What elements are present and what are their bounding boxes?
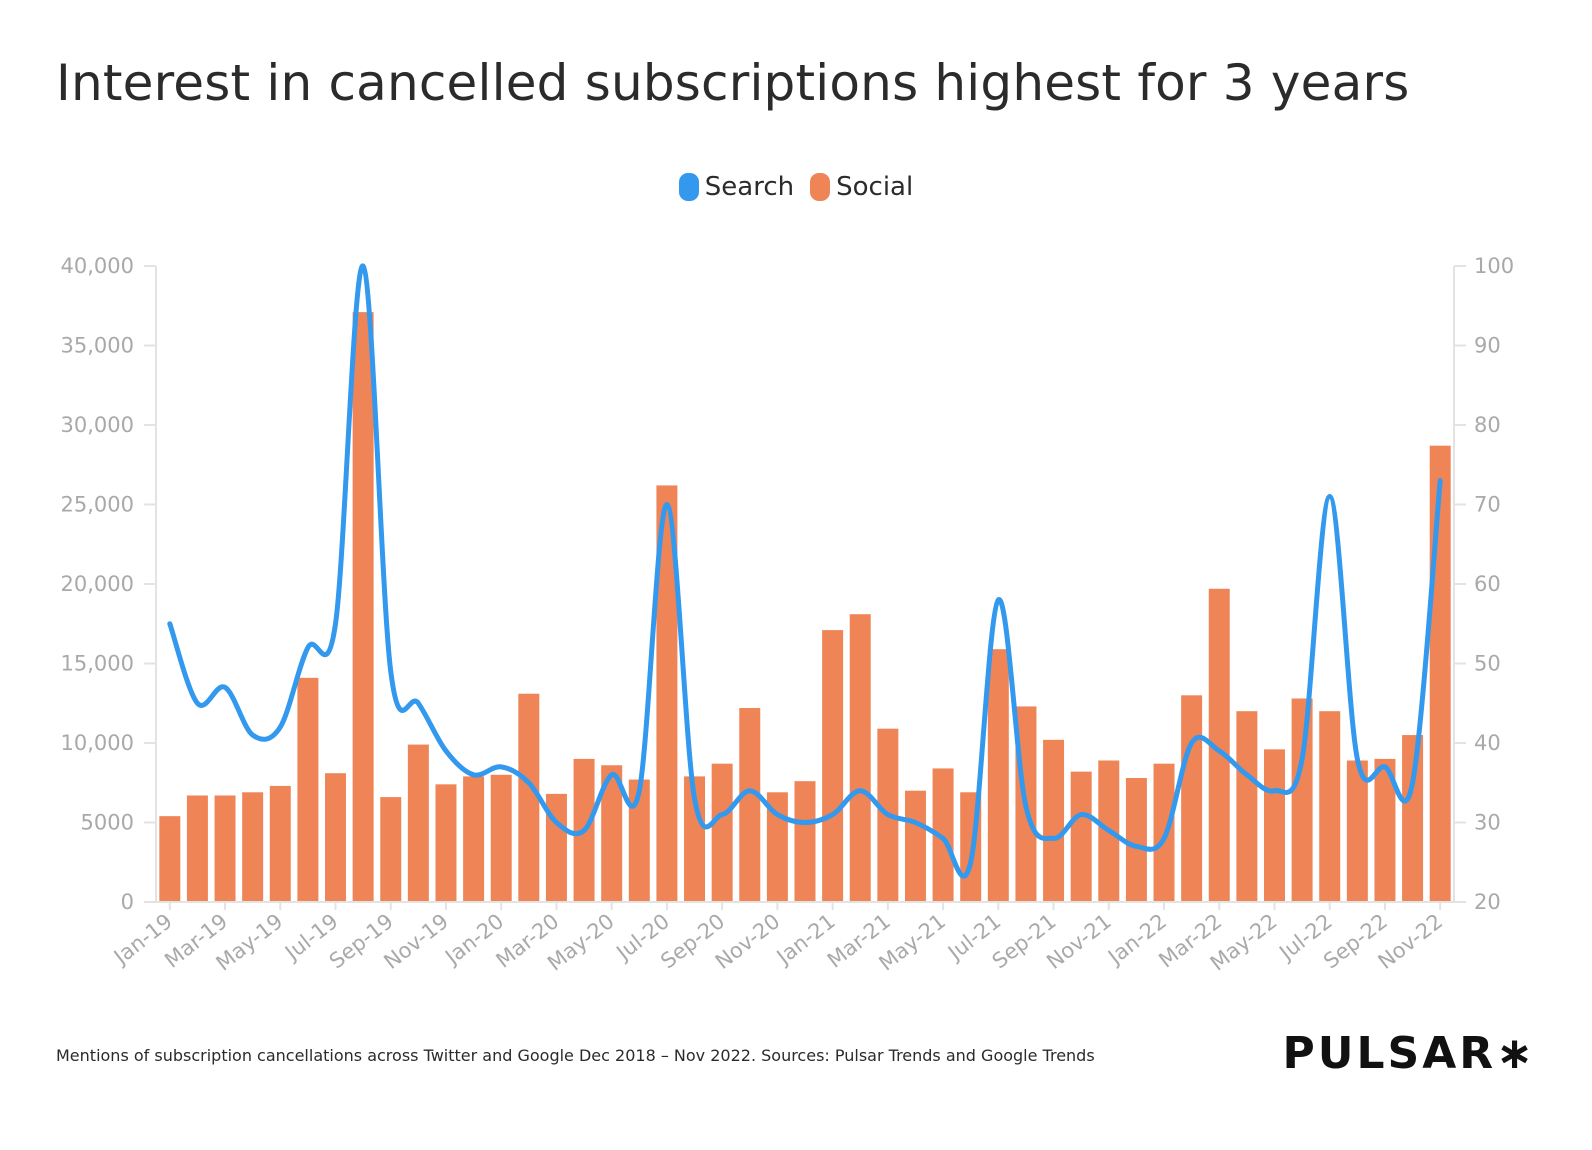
social-bar[interactable] xyxy=(822,630,844,902)
social-bar[interactable] xyxy=(435,784,457,902)
legend-item-social[interactable]: Social xyxy=(810,172,913,202)
social-bars xyxy=(159,312,1451,902)
x-axis: Jan-19Mar-19May-19Jul-19Sep-19Nov-19Jan-… xyxy=(108,901,1454,976)
social-bar[interactable] xyxy=(1346,760,1368,902)
social-bar[interactable] xyxy=(1043,739,1065,902)
right-tick-label: 80 xyxy=(1474,413,1501,437)
social-bar[interactable] xyxy=(490,774,512,902)
right-tick-label: 70 xyxy=(1474,493,1501,517)
right-tick-label: 50 xyxy=(1474,652,1501,676)
legend-label-social: Social xyxy=(836,172,914,202)
legend-item-search[interactable]: Search xyxy=(678,172,795,202)
right-tick-label: 100 xyxy=(1474,254,1514,278)
search-line-group xyxy=(167,263,1443,879)
left-tick-label: 15,000 xyxy=(61,652,134,676)
left-tick-label: 25,000 xyxy=(61,493,134,517)
left-tick-label: 0 xyxy=(121,890,134,914)
social-bar[interactable] xyxy=(352,312,374,902)
right-tick-label: 20 xyxy=(1474,890,1501,914)
social-bar[interactable] xyxy=(1236,711,1258,902)
social-bar[interactable] xyxy=(1208,588,1230,902)
social-bar[interactable] xyxy=(269,785,291,902)
social-bar[interactable] xyxy=(1263,749,1285,902)
right-y-axis: 20 30 40 50 60 70 80 90 100 xyxy=(1453,254,1514,914)
right-tick-label: 60 xyxy=(1474,572,1501,596)
social-bar[interactable] xyxy=(904,790,926,902)
social-bar[interactable] xyxy=(214,795,236,902)
chart-title: Interest in cancelled subscriptions high… xyxy=(56,54,1410,112)
social-bar[interactable] xyxy=(242,792,264,902)
legend: Search Social xyxy=(0,172,1592,202)
social-bar[interactable] xyxy=(987,649,1009,902)
social-bar[interactable] xyxy=(932,768,954,902)
social-bar[interactable] xyxy=(1402,735,1424,902)
brand-logo: PULSAR∗ xyxy=(1282,1028,1536,1079)
social-bar[interactable] xyxy=(1291,698,1313,902)
social-bar[interactable] xyxy=(1125,777,1147,902)
social-bar[interactable] xyxy=(186,795,208,902)
social-bar[interactable] xyxy=(545,793,567,902)
social-bar[interactable] xyxy=(407,744,429,902)
search-line[interactable] xyxy=(167,263,1443,879)
left-tick-label: 20,000 xyxy=(61,572,134,596)
social-swatch xyxy=(810,173,831,201)
social-bar[interactable] xyxy=(297,677,319,902)
search-swatch xyxy=(678,173,699,201)
right-tick-label: 40 xyxy=(1474,731,1501,755)
social-bar[interactable] xyxy=(794,781,816,902)
social-bar[interactable] xyxy=(656,485,678,902)
social-bar[interactable] xyxy=(159,816,181,902)
social-bar[interactable] xyxy=(711,763,733,902)
legend-label-search: Search xyxy=(704,172,795,202)
social-bar[interactable] xyxy=(463,776,485,902)
social-bar[interactable] xyxy=(628,779,650,902)
left-y-axis: 0 5000 10,000 15,000 20,000 25,000 30,000 35,00… xyxy=(61,254,157,914)
left-tick-label: 10,000 xyxy=(61,731,134,755)
social-bar[interactable] xyxy=(380,797,402,902)
social-bar[interactable] xyxy=(684,776,706,902)
left-tick-label: 30,000 xyxy=(61,413,134,437)
social-bar[interactable] xyxy=(1070,771,1092,902)
social-bar[interactable] xyxy=(739,708,761,902)
chart-area: 0 5000 10,000 15,000 20,000 25,000 30,000 35,00… xyxy=(61,254,1515,976)
social-bar[interactable] xyxy=(518,693,540,902)
footer-note: Mentions of subscription cancellations a… xyxy=(56,1046,1095,1065)
social-bar[interactable] xyxy=(601,765,623,902)
social-bar[interactable] xyxy=(1181,695,1203,902)
left-tick-label: 35,000 xyxy=(61,334,134,358)
left-tick-label: 40,000 xyxy=(61,254,134,278)
left-tick-label: 5000 xyxy=(81,811,134,835)
social-bar[interactable] xyxy=(849,614,871,902)
social-bar[interactable] xyxy=(1319,711,1341,902)
social-bar[interactable] xyxy=(1429,445,1451,902)
social-bar[interactable] xyxy=(1374,758,1396,902)
right-tick-label: 90 xyxy=(1474,334,1501,358)
social-bar[interactable] xyxy=(325,773,347,902)
right-tick-label: 30 xyxy=(1474,811,1501,835)
